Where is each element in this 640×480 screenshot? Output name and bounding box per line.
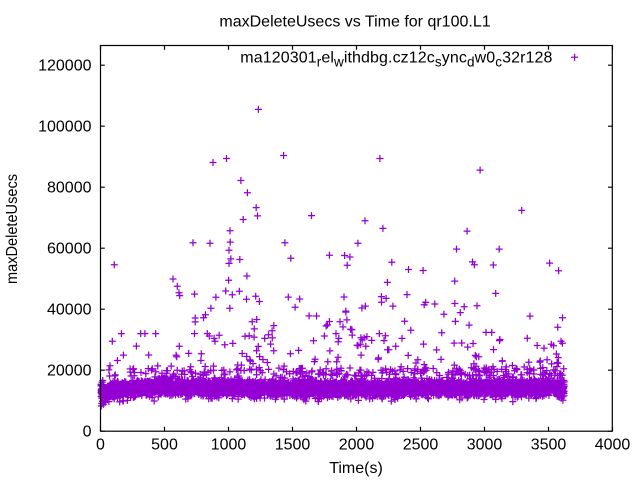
svg-text:20000: 20000 — [47, 363, 92, 380]
svg-text:ma120301relwithdbg.cz12csyncdw: ma120301relwithdbg.cz12csyncdw0c32r128 — [240, 50, 552, 70]
svg-text:maxDeleteUsecs vs Time for qr1: maxDeleteUsecs vs Time for qr100.L1 — [219, 14, 490, 31]
svg-text:2000: 2000 — [339, 437, 375, 454]
svg-text:500: 500 — [151, 437, 178, 454]
svg-text:3500: 3500 — [531, 437, 567, 454]
svg-text:120000: 120000 — [38, 58, 91, 75]
svg-text:100000: 100000 — [38, 119, 91, 136]
svg-text:4000: 4000 — [595, 437, 631, 454]
svg-text:60000: 60000 — [47, 241, 92, 258]
svg-text:1500: 1500 — [275, 437, 311, 454]
svg-text:1000: 1000 — [211, 437, 247, 454]
svg-text:maxDeleteUsecs: maxDeleteUsecs — [4, 174, 21, 284]
svg-text:2500: 2500 — [403, 437, 439, 454]
svg-text:3000: 3000 — [467, 437, 503, 454]
svg-text:40000: 40000 — [47, 302, 92, 319]
svg-text:Time(s): Time(s) — [329, 460, 383, 477]
svg-text:0: 0 — [96, 437, 105, 454]
svg-text:0: 0 — [83, 424, 92, 441]
svg-text:80000: 80000 — [47, 180, 92, 197]
